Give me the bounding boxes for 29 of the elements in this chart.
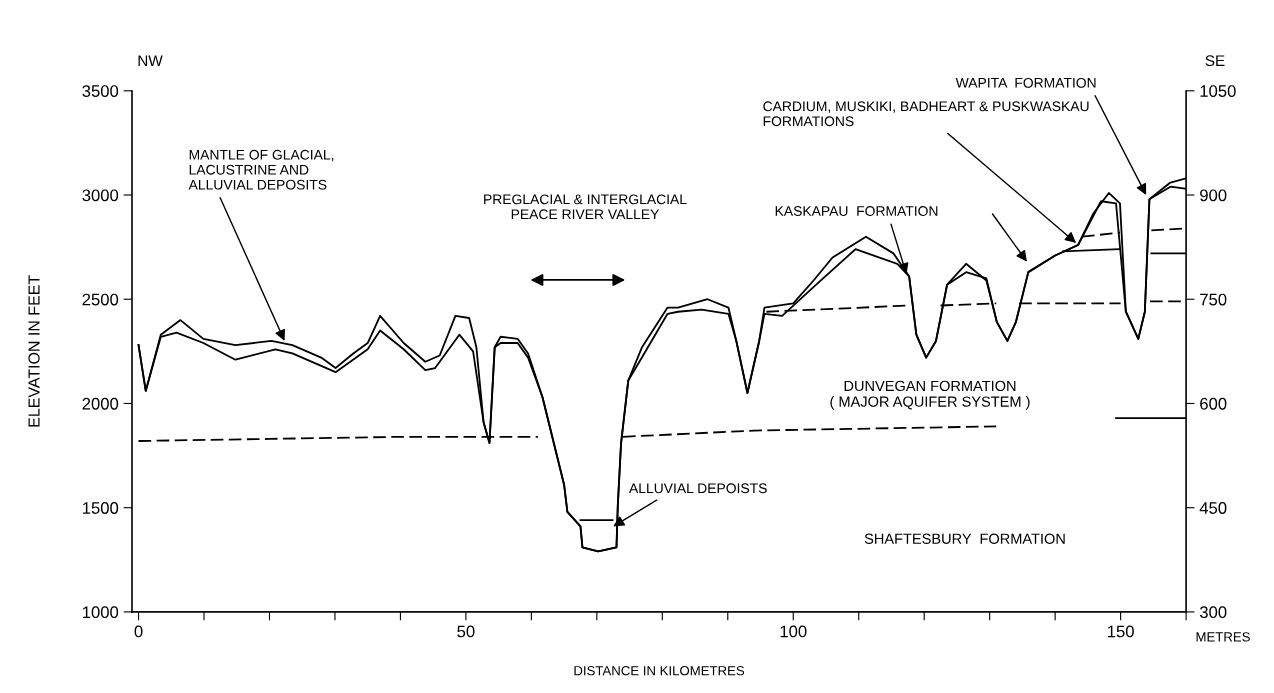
- y-tick-label: 3500: [82, 85, 119, 97]
- y2-tick-label: 450: [1199, 502, 1227, 514]
- y2-tick-label: 900: [1200, 189, 1227, 202]
- x-axis-title: DISTANCE IN KILOMETRES: [574, 666, 745, 676]
- y2-tick-label: 300: [1199, 606, 1227, 619]
- y-tick-label: 3000: [82, 189, 119, 202]
- y2-axis-title: METRES: [1196, 632, 1250, 642]
- annotation: MANTLE OF GLACIAL, LACUSTRINE AND ALLUVIAL DEPOSITS: [188, 149, 334, 190]
- text: SE: [1205, 55, 1225, 67]
- annotation: SHAFTESBURY FORMATION: [864, 533, 1065, 544]
- x-tick-label: 0: [134, 625, 143, 638]
- y-axis-title: ELEVATION IN FEET: [28, 275, 40, 427]
- y-tick-label: 1000: [82, 606, 119, 619]
- y2-tick-label: 750: [1200, 293, 1227, 306]
- annotation: CARDIUM, MUSKIKI, BADHEART & PUSKWASKAU FORMATIONS: [763, 101, 1089, 127]
- annotation: PREGLACIAL & INTERGLACIAL PEACE RIVER VALLEY: [484, 194, 687, 220]
- y-tick-label: 2500: [82, 293, 119, 306]
- text: NW: [138, 55, 163, 66]
- y2-tick-label: 1050: [1200, 85, 1236, 97]
- y2-tick-label: 600: [1200, 397, 1227, 410]
- annotation: KASKAPAU FORMATION: [775, 206, 938, 216]
- x-tick-label: 150: [1107, 625, 1134, 638]
- x-tick-label: 100: [780, 625, 807, 638]
- x-tick-label: 50: [457, 625, 475, 638]
- y-tick-label: 1500: [82, 502, 119, 514]
- y-tick-label: 2000: [82, 397, 119, 410]
- annotation: WAPITA FORMATION: [955, 77, 1096, 88]
- annotation: DUNVEGAN FORMATION ( MAJOR AQUIFER SYSTEM ): [830, 380, 1030, 410]
- annotation: ALLUVIAL DEPOISTS: [629, 483, 767, 494]
